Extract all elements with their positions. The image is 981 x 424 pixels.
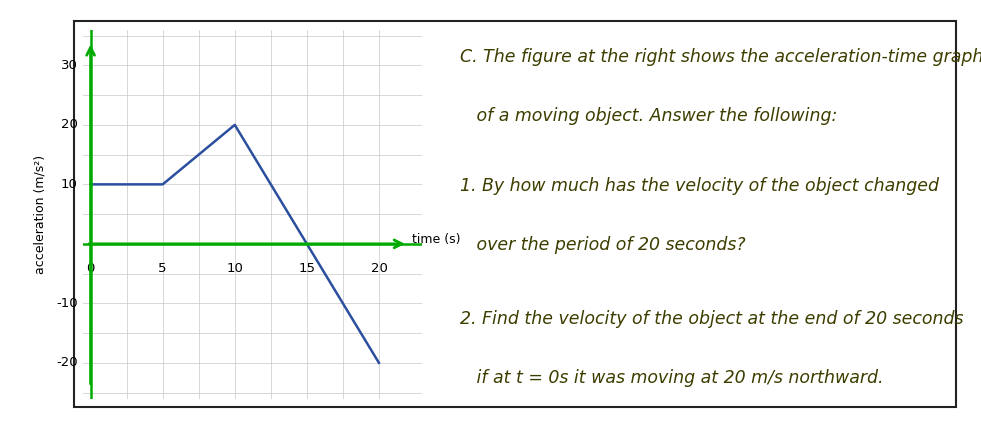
Text: -20: -20: [56, 356, 77, 369]
Text: -10: -10: [56, 297, 77, 310]
Text: 10: 10: [227, 262, 243, 275]
Text: C. The figure at the right shows the acceleration-time graph: C. The figure at the right shows the acc…: [460, 48, 981, 66]
Text: 10: 10: [61, 178, 77, 191]
Text: acceleration (m/s²): acceleration (m/s²): [33, 155, 47, 273]
Text: 1. By how much has the velocity of the object changed: 1. By how much has the velocity of the o…: [460, 177, 940, 195]
Text: over the period of 20 seconds?: over the period of 20 seconds?: [460, 236, 746, 254]
Text: 30: 30: [61, 59, 77, 72]
Text: if at t = 0s it was moving at 20 m/s northward.: if at t = 0s it was moving at 20 m/s nor…: [460, 369, 884, 387]
Text: 20: 20: [371, 262, 387, 275]
Text: 0: 0: [86, 262, 95, 275]
Text: time (s): time (s): [412, 233, 461, 245]
Text: 15: 15: [298, 262, 315, 275]
Text: 5: 5: [158, 262, 167, 275]
Text: 2. Find the velocity of the object at the end of 20 seconds: 2. Find the velocity of the object at th…: [460, 310, 963, 328]
Text: of a moving object. Answer the following:: of a moving object. Answer the following…: [460, 107, 838, 125]
Text: 20: 20: [61, 118, 77, 131]
